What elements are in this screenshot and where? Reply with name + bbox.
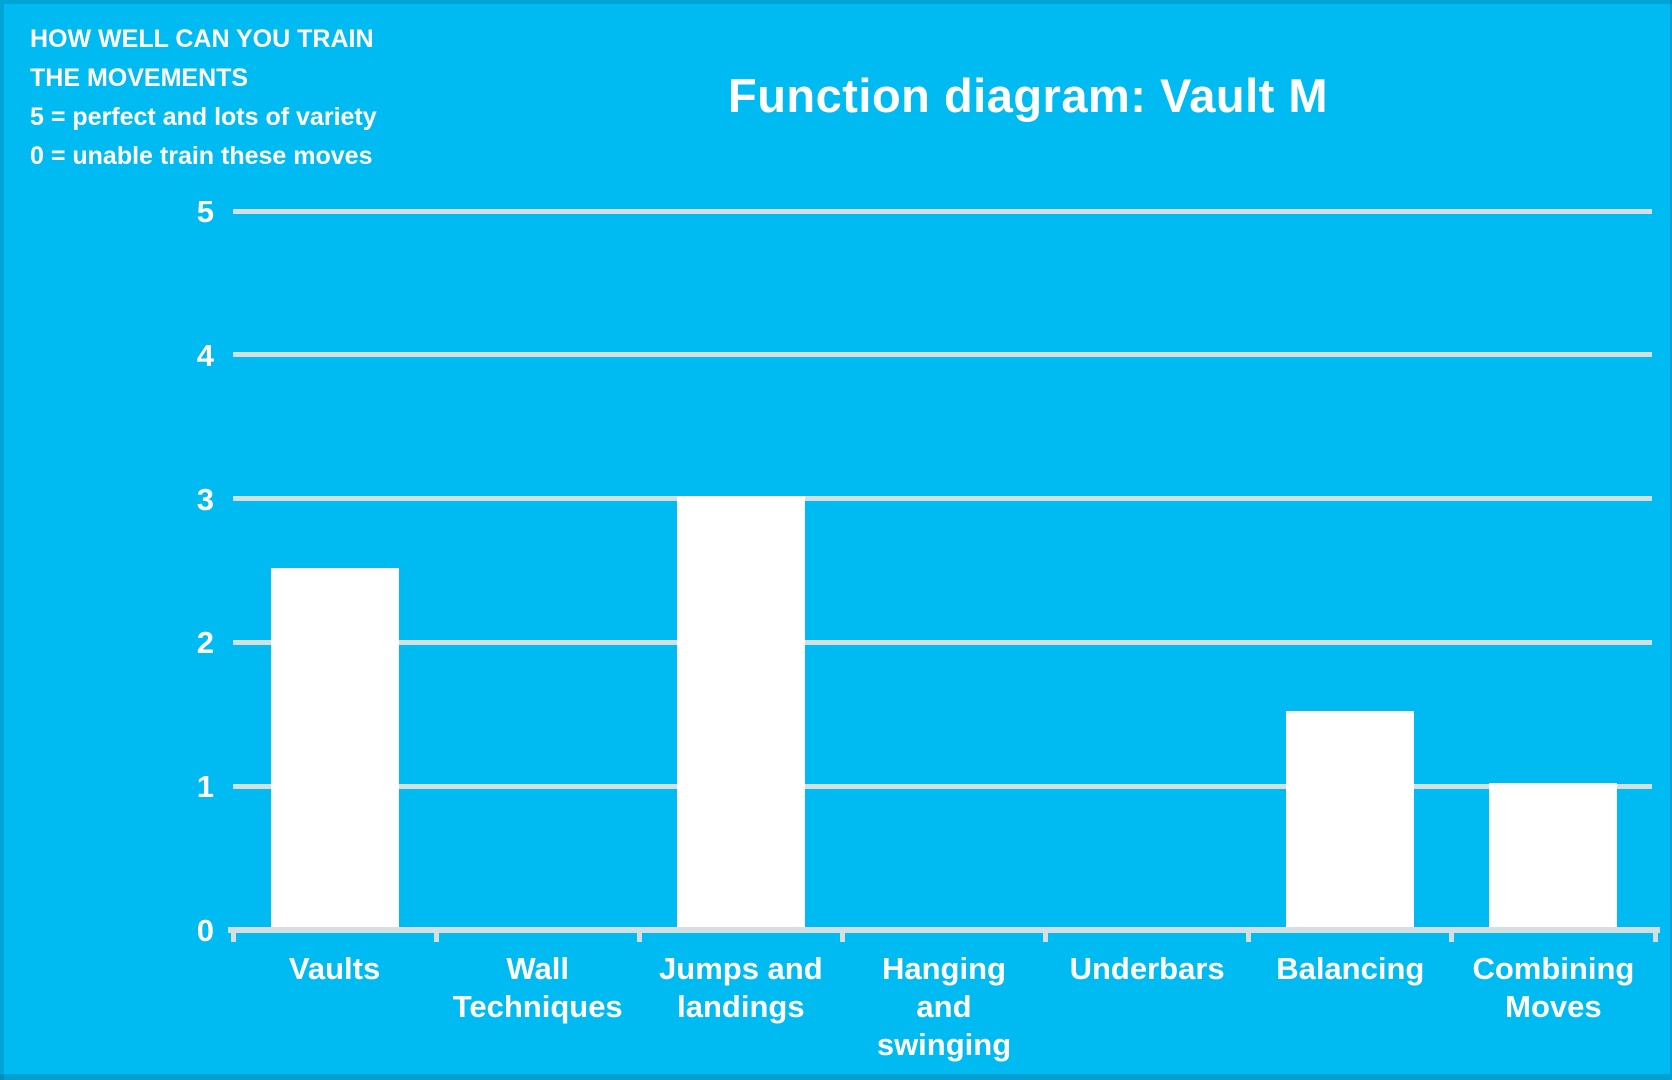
- x-axis-tick-7: [1652, 931, 1658, 942]
- note-line-3: 5 = perfect and lots of variety: [30, 103, 377, 131]
- y-gridline-2: [233, 639, 1652, 645]
- y-gridline-5: [233, 208, 1652, 214]
- category-label-wall-techniques: Wall Techniques: [452, 951, 623, 1024]
- y-gridline-3: [233, 496, 1652, 502]
- category-label-combining-moves: Combining Moves: [1472, 951, 1635, 1024]
- y-axis-label-1: 1: [196, 769, 214, 805]
- y-axis-label-3: 3: [196, 481, 214, 517]
- x-axis-tick-4: [1043, 931, 1049, 942]
- note-line-2: THE MOVEMENTS: [30, 64, 249, 92]
- rating-scale-note: HOW WELL CAN YOU TRAIN THE MOVEMENTS 5 =…: [30, 20, 377, 176]
- note-line-1: HOW WELL CAN YOU TRAIN: [30, 25, 374, 53]
- note-line-4: 0 = unable train these moves: [30, 142, 373, 170]
- y-axis-label-2: 2: [196, 625, 214, 661]
- category-label-hanging-and-swinging: Hanging and swinging: [876, 951, 1012, 1062]
- y-gridline-1: [233, 783, 1652, 789]
- x-axis-tick-3: [839, 931, 845, 942]
- category-label-vaults: Vaults: [288, 951, 381, 986]
- y-axis-label-0: 0: [196, 913, 214, 948]
- y-gridline-4: [233, 352, 1652, 358]
- bar-combining-moves: [1489, 783, 1618, 927]
- x-axis-line: [228, 927, 1660, 933]
- x-axis-tick-0: [230, 931, 236, 942]
- x-axis-tick-1: [433, 931, 439, 942]
- x-axis-tick-2: [636, 931, 642, 942]
- category-label-jumps-and-landings: Jumps and landings: [659, 951, 823, 1024]
- y-axis-label-5: 5: [196, 194, 214, 229]
- category-label-underbars: Underbars: [1069, 951, 1225, 986]
- bar-balancing: [1286, 711, 1415, 927]
- chart-title: Function diagram: Vault M: [727, 69, 1329, 122]
- x-axis-tick-5: [1246, 931, 1252, 942]
- bar-jumps-and-landings: [676, 495, 805, 927]
- y-axis-label-4: 4: [196, 337, 214, 373]
- x-axis-tick-6: [1449, 931, 1455, 942]
- bar-vaults: [270, 567, 399, 927]
- category-label-balancing: Balancing: [1276, 951, 1425, 986]
